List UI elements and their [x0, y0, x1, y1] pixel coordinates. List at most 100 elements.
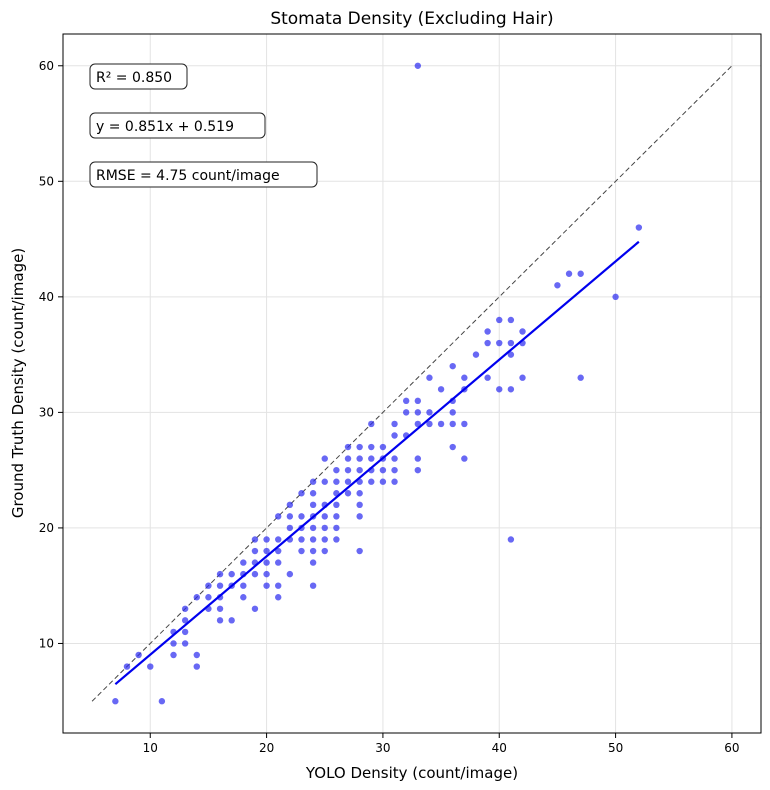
- data-point: [333, 536, 340, 543]
- data-point: [181, 605, 189, 612]
- data-point: [309, 478, 317, 485]
- data-point: [170, 651, 177, 659]
- data-point: [496, 339, 503, 347]
- x-tick-label: 20: [259, 741, 274, 755]
- data-point: [275, 547, 282, 555]
- data-point: [461, 455, 468, 462]
- data-point: [263, 536, 270, 543]
- data-point: [286, 513, 294, 520]
- identity-line: [91, 65, 733, 702]
- data-point: [426, 420, 433, 428]
- data-point: [449, 362, 456, 370]
- data-point: [263, 582, 270, 589]
- equation-annotation: y = 0.851x + 0.519: [89, 112, 266, 139]
- data-point: [612, 293, 619, 301]
- data-point: [472, 351, 480, 358]
- data-point: [205, 594, 212, 601]
- y-tick-label: 10: [39, 636, 54, 650]
- data-point: [333, 501, 340, 509]
- data-point: [321, 547, 328, 555]
- data-point: [507, 536, 515, 543]
- data-point: [496, 316, 503, 324]
- data-point: [356, 547, 363, 555]
- data-point: [158, 698, 166, 705]
- data-point: [240, 594, 247, 601]
- data-point: [402, 409, 410, 416]
- data-point: [379, 466, 387, 474]
- data-point: [321, 536, 328, 543]
- data-point: [368, 420, 375, 428]
- data-point: [275, 559, 282, 566]
- data-point: [216, 570, 224, 578]
- data-point: [449, 443, 456, 451]
- data-point: [449, 420, 456, 428]
- x-tick-label: 60: [724, 741, 739, 755]
- data-point: [263, 570, 270, 578]
- data-point: [356, 466, 363, 474]
- data-point: [519, 374, 526, 381]
- data-point: [275, 513, 282, 520]
- data-point: [170, 640, 177, 647]
- data-point: [519, 328, 526, 335]
- data-point: [368, 443, 375, 451]
- data-point: [554, 282, 561, 289]
- data-point: [135, 651, 142, 659]
- data-point: [309, 524, 317, 532]
- data-point: [391, 466, 398, 474]
- data-point: [309, 547, 317, 555]
- plot-frame: [62, 33, 762, 734]
- data-point: [507, 351, 515, 358]
- data-point: [181, 628, 189, 636]
- data-point: [577, 270, 584, 277]
- data-point: [298, 547, 305, 555]
- data-point: [205, 582, 212, 589]
- y-axis-ticks: 10 20 30 40 50 60: [39, 59, 63, 650]
- y-tick-label: 50: [39, 174, 54, 188]
- data-point: [577, 374, 584, 381]
- data-point: [484, 328, 491, 335]
- data-point: [496, 386, 503, 393]
- x-tick-label: 30: [375, 741, 390, 755]
- data-point: [240, 559, 247, 566]
- x-axis-ticks: 10 20 30 40 50 60: [143, 733, 740, 755]
- data-point: [391, 455, 398, 462]
- chart-title: Stomata Density (Excluding Hair): [270, 9, 553, 29]
- data-point: [414, 62, 422, 69]
- rmse-text: RMSE = 4.75 count/image: [96, 168, 280, 184]
- data-point: [379, 443, 387, 451]
- fit-line: [114, 240, 640, 686]
- data-point: [309, 501, 317, 509]
- data-point: [426, 409, 433, 416]
- rmse-annotation: RMSE = 4.75 count/image: [89, 161, 318, 188]
- data-point: [309, 559, 317, 566]
- equation-text: y = 0.851x + 0.519: [96, 119, 234, 135]
- data-point: [193, 651, 200, 659]
- y-tick-label: 60: [39, 59, 54, 73]
- data-point: [344, 490, 352, 497]
- data-point: [356, 501, 363, 509]
- r2-annotation: R² = 0.850: [89, 63, 188, 90]
- data-point: [507, 386, 515, 393]
- data-point: [216, 582, 224, 589]
- data-point: [635, 224, 643, 231]
- data-point: [251, 547, 259, 555]
- data-point: [414, 420, 422, 428]
- data-point: [240, 582, 247, 589]
- data-point: [426, 374, 433, 381]
- data-point: [414, 466, 422, 474]
- data-point: [484, 374, 491, 381]
- data-point: [402, 397, 410, 405]
- data-point: [379, 478, 387, 485]
- data-point: [461, 374, 468, 381]
- data-point: [147, 663, 154, 670]
- data-point: [251, 570, 259, 578]
- data-point: [193, 594, 200, 601]
- data-point: [309, 582, 317, 589]
- data-point: [275, 582, 282, 589]
- x-tick-label: 40: [492, 741, 507, 755]
- x-tick-label: 10: [143, 741, 158, 755]
- data-point: [344, 455, 352, 462]
- data-point: [321, 455, 328, 462]
- data-point: [391, 432, 398, 439]
